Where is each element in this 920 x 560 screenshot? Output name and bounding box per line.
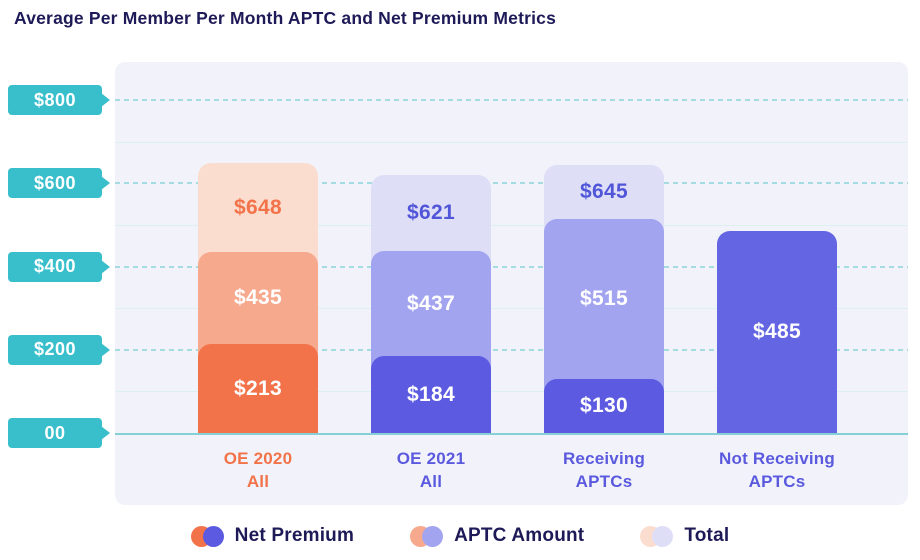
x-axis-label-line: All	[419, 472, 443, 491]
gridline-minor	[115, 308, 908, 310]
bar-stack-2: $184 $437 $621	[371, 174, 491, 433]
legend-item-label: APTC Amount	[454, 525, 585, 546]
y-axis-tick-label: $600	[33, 172, 77, 193]
y-badge-arrow-icon	[101, 259, 110, 274]
bar-segment-net	[198, 344, 318, 433]
axis-baseline	[115, 433, 908, 435]
bar-segment-net	[371, 356, 491, 433]
bar-value-label-net: $184	[407, 382, 455, 406]
bar-stack-4: $485	[717, 231, 837, 433]
gridline-minor	[115, 141, 908, 143]
bar-value-label-net: $213	[234, 376, 282, 400]
y-badge-arrow-icon	[101, 426, 110, 440]
gridline-major	[115, 265, 908, 268]
legend-item-label: Net Premium	[234, 525, 355, 546]
legend-item: Net Premium	[190, 525, 355, 547]
x-axis-label-line: All	[246, 472, 270, 491]
bar-segment-net	[717, 231, 837, 433]
x-axis-label-3: Receiving APTCs	[518, 447, 691, 493]
y-axis-badge: $600	[8, 168, 110, 199]
gridline-minor	[115, 224, 908, 226]
gridline-major	[115, 99, 908, 101]
legend-dot-right-icon	[202, 525, 224, 547]
y-badge-arrow-icon	[101, 93, 110, 107]
x-axis-label-4: Not Receiving APTCs	[691, 447, 864, 493]
legend-dot-right-icon	[652, 525, 674, 547]
x-axis-label-1: OE 2020 All	[172, 447, 345, 493]
y-badge-arrow-icon	[101, 342, 110, 357]
y-axis-badge: $800	[8, 85, 110, 115]
bar-value-label-aptc: $435	[234, 286, 282, 310]
bar-value-label-total: $645	[580, 179, 628, 203]
bar-segment-net	[544, 378, 664, 433]
y-axis: $800 $600 $400 $200 00	[0, 0, 115, 560]
y-axis-tick-label: 00	[44, 422, 66, 443]
gridline-major	[115, 348, 908, 351]
gridline-minor	[115, 391, 908, 393]
x-axis-label-line: APTCs	[575, 472, 633, 491]
legend-item: APTC Amount	[410, 525, 584, 547]
bar-value-label-total: $621	[407, 200, 455, 224]
bar-value-label-aptc: $437	[407, 291, 455, 315]
chart-title: Average Per Member Per Month APTC and Ne…	[14, 8, 557, 28]
bar-value-label-net: $485	[753, 320, 801, 344]
x-axis-label-line: OE 2021	[396, 449, 466, 468]
y-axis-tick-label: $200	[33, 339, 77, 360]
legend-item: Total	[640, 525, 729, 547]
x-axis-label-2: OE 2021 All	[345, 447, 518, 493]
legend: Net Premium APTC Amount Total	[0, 517, 920, 555]
y-axis-tick-label: $800	[33, 89, 77, 110]
y-badge-arrow-icon	[101, 176, 110, 191]
bar-stack-1: $213 $435 $648	[198, 163, 318, 433]
bar-value-label-aptc: $515	[580, 286, 628, 310]
y-axis-badge: $200	[8, 334, 110, 365]
x-axis-label-line: Receiving	[562, 449, 646, 468]
legend-item-label: Total	[684, 525, 730, 546]
x-axis-label-line: APTCs	[748, 472, 806, 491]
bar-stack-3: $130 $515 $645	[544, 164, 664, 433]
gridline-major	[115, 182, 908, 185]
y-axis-tick-label: $400	[33, 256, 77, 276]
y-axis-badge: 00	[8, 418, 110, 448]
legend-dot-right-icon	[422, 525, 444, 547]
bar-value-label-total: $648	[234, 195, 282, 219]
y-axis-badge: $400	[8, 251, 110, 282]
plot-area: $213 $435 $648 $184 $437 $621 $130 $515 $645 $485…	[115, 62, 908, 505]
bar-value-label-net: $130	[580, 393, 628, 417]
x-axis-label-line: OE 2020	[223, 449, 293, 468]
x-axis-label-line: Not Receiving	[719, 449, 835, 468]
